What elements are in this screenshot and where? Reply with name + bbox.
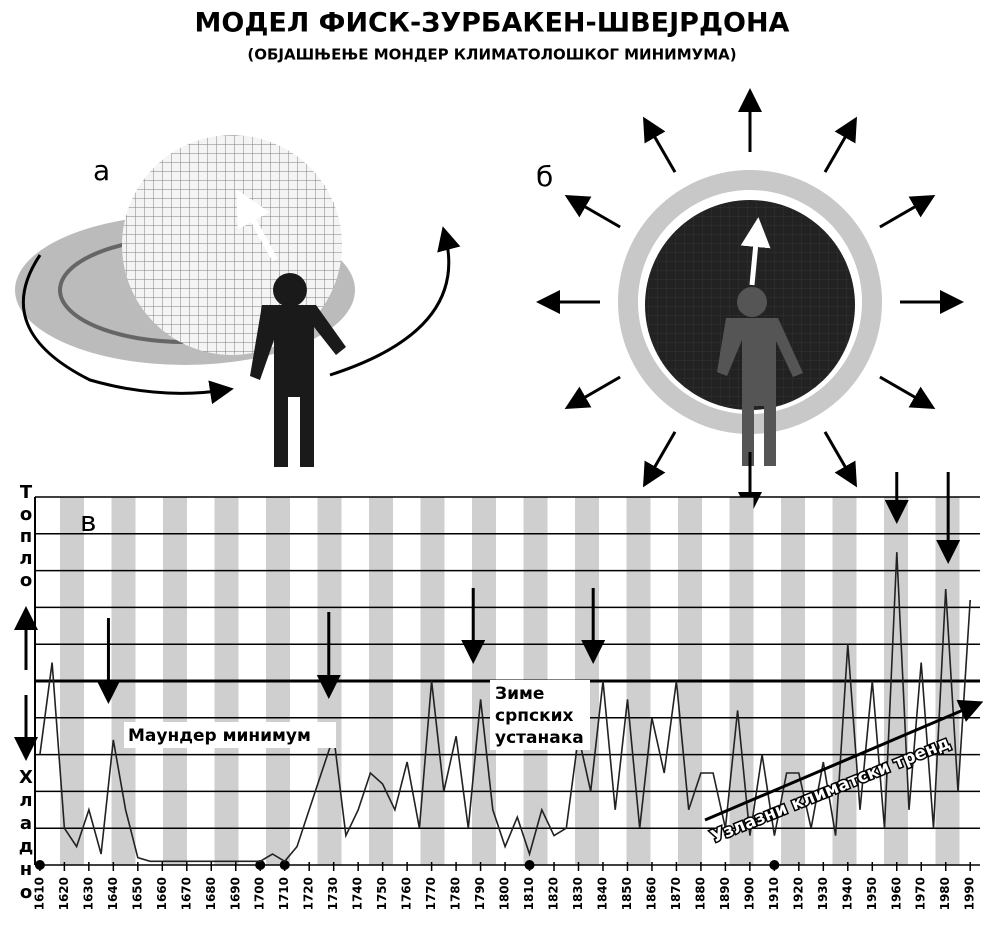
warm-letter: п: [20, 526, 32, 547]
x-tick-label: 1730: [326, 877, 340, 910]
ray-arrow: [823, 116, 857, 173]
x-tick-label: 1950: [865, 877, 879, 910]
annotation: устанака: [495, 728, 584, 748]
x-tick-label: 1690: [228, 877, 242, 910]
x-tick-label: 1750: [375, 877, 389, 910]
ray-arrow: [879, 375, 936, 409]
x-tick-label: 1810: [522, 877, 536, 910]
x-tick-label: 1800: [498, 877, 512, 910]
x-tick-label: 1630: [81, 877, 95, 910]
panel-label: а: [93, 154, 110, 187]
x-tick-label: 1890: [718, 877, 732, 910]
x-tick-label: 1930: [816, 877, 830, 910]
cold-letter: д: [19, 836, 34, 857]
panel-label: б: [536, 160, 553, 193]
trend-arrow: [704, 699, 984, 822]
annotation: Маундер минимум: [128, 726, 311, 746]
radial-arrows: [536, 88, 964, 516]
x-tick-label: 1850: [620, 877, 634, 910]
label-bg: [124, 722, 336, 748]
x-tick-label: 1770: [424, 877, 438, 910]
annotation: српских: [495, 706, 574, 726]
x-tick-label: 1660: [155, 877, 169, 910]
x-tick-label: 1870: [669, 877, 683, 910]
ray-arrow: [564, 375, 621, 409]
panel-b: б: [536, 88, 964, 516]
label-bg: [490, 680, 590, 750]
title: МОДЕЛ ФИСК-ЗУРБАКЕН-ШВЕЈРДОНА: [195, 8, 790, 39]
subtitle: (ОБЈАШЊЕЊЕ МОНДЕР КЛИМАТОЛОШКОГ МИНИМУМА…: [247, 46, 736, 64]
x-tick-label: 1670: [179, 877, 193, 910]
century-dot: [255, 860, 266, 870]
cold-letter: а: [20, 813, 32, 834]
x-tick-label: 1640: [106, 877, 120, 910]
x-tick-label: 1940: [840, 877, 854, 910]
annotation: Зиме: [495, 684, 544, 704]
cold-letter: л: [19, 790, 32, 811]
x-tick-label: 1830: [571, 877, 585, 910]
warm-letter: л: [19, 548, 32, 569]
ray-arrow: [823, 431, 857, 488]
axis-arrow: [236, 189, 278, 262]
century-dot: [524, 860, 535, 870]
ray-arrow: [564, 195, 621, 229]
warm-letter: о: [20, 570, 32, 591]
ray-arrow: [643, 431, 677, 488]
x-tick-label: 1790: [473, 877, 487, 910]
x-tick-label: 1820: [547, 877, 561, 910]
x-tick-label: 1680: [204, 877, 218, 910]
x-tick-label: 1920: [791, 877, 805, 910]
cold-letter: о: [20, 882, 32, 903]
x-tick-label: 1840: [595, 877, 609, 910]
x-tick-label: 1990: [963, 877, 977, 910]
warm-letter: Т: [20, 482, 33, 503]
x-tick-label: 1760: [400, 877, 414, 910]
x-tick-label: 1980: [938, 877, 952, 910]
cold-letter: Х: [19, 767, 33, 788]
ray-arrow: [643, 116, 677, 173]
century-dot: [279, 860, 290, 870]
x-tick-label: 1700: [253, 877, 267, 910]
x-tick-label: 1970: [914, 877, 928, 910]
ray-arrow: [879, 195, 936, 229]
x-tick-label: 1780: [449, 877, 463, 910]
panel-label: в: [80, 505, 97, 538]
x-tick-label: 1910: [767, 877, 781, 910]
x-tick-label: 1860: [644, 877, 658, 910]
rotation-arrow: [21, 254, 234, 405]
x-tick-label: 1900: [742, 877, 756, 910]
rotation-arrow: [329, 226, 461, 377]
century-dot: [769, 860, 780, 870]
panel-a: а: [15, 135, 461, 467]
x-tick-label: 1610: [32, 877, 46, 910]
chart: 1610 1620 1630 1640 1650 1660 1670 1680 1690 1700…: [13, 472, 984, 910]
x-tick-label: 1740: [351, 877, 365, 910]
x-tick-label: 1620: [57, 877, 71, 910]
warm-letter: о: [20, 504, 32, 525]
cold-letter: н: [20, 859, 32, 880]
x-tick-label: 1720: [302, 877, 316, 910]
x-tick-label: 1880: [693, 877, 707, 910]
axis-arrow: [740, 217, 771, 286]
person: [250, 273, 346, 467]
x-tick-label: 1710: [277, 877, 291, 910]
x-tick-label: 1650: [130, 877, 144, 910]
century-dot: [34, 860, 45, 870]
x-tick-label: 1960: [889, 877, 903, 910]
activity-line: [39, 552, 971, 863]
person: [717, 287, 803, 466]
